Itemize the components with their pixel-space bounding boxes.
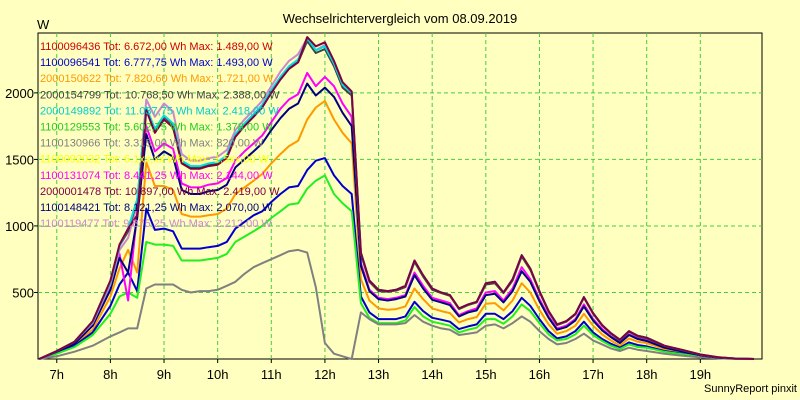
series-line-1100130966 xyxy=(38,248,755,360)
series-line-1100096541 xyxy=(38,157,755,360)
x-tick-label: 7h xyxy=(50,367,64,382)
legend-entry: 1100092032 Tot: 6.1xx,xx Wh Max: 1.5xx,0… xyxy=(40,154,269,166)
footer-credit: SunnyReport pinxit xyxy=(704,383,797,395)
legend-entry: 2000150622 Tot: 7.820,60 Wh Max: 1.721,0… xyxy=(40,73,274,85)
legend-entry: 1100129553 Tot: 5.602,75 Wh Max: 1.378,0… xyxy=(40,122,273,134)
x-tick-label: 13h xyxy=(368,367,390,382)
series-line-1100129553 xyxy=(38,174,755,360)
x-tick-label: 17h xyxy=(582,367,604,382)
y-tick-label: 2000 xyxy=(5,86,34,101)
x-tick-label: 15h xyxy=(475,367,497,382)
plot-frame xyxy=(37,32,763,360)
series-line-2000001478 xyxy=(38,36,755,360)
x-tick-label: 19h xyxy=(689,367,711,382)
x-tick-label: 8h xyxy=(103,367,117,382)
legend-entry: 1100130966 Tot: 3.315,00 Wh Max: 820,00 … xyxy=(40,138,264,150)
series-line-1100119477 xyxy=(38,37,755,360)
legend-entry: 2000001478 Tot: 10.897,00 Wh Max: 2.419,… xyxy=(40,186,280,198)
y-tick-label: 1500 xyxy=(5,152,34,167)
series-line-1100148421 xyxy=(38,82,755,360)
x-tick-label: 10h xyxy=(207,367,229,382)
legend-entry: 1100096541 Tot: 6.777,75 Wh Max: 1.493,0… xyxy=(40,57,273,69)
legend-entry: 2000154799 Tot: 10.768,50 Wh Max: 2.388,… xyxy=(40,89,280,101)
legend-entry: 1100148421 Tot: 8.121,25 Wh Max: 2.070,0… xyxy=(40,202,273,214)
y-tick-label: 1000 xyxy=(5,219,34,234)
x-tick-label: 9h xyxy=(157,367,171,382)
legend-entry: 2000149892 Tot: 11.037,75 Wh Max: 2.418,… xyxy=(40,105,279,117)
legend-entry: 1100096436 Tot: 6.672,00 Wh Max: 1.489,0… xyxy=(40,41,273,53)
chart-title: Wechselrichtervergleich vom 08.09.2019 xyxy=(282,11,518,26)
x-tick-label: 18h xyxy=(636,367,658,382)
y-axis-unit-label: W xyxy=(37,17,50,32)
legend-entry: 1100131074 Tot: 8.441,25 Wh Max: 2.144,0… xyxy=(40,170,273,182)
y-tick-label: 500 xyxy=(12,285,34,300)
x-tick-label: 14h xyxy=(421,367,443,382)
x-tick-label: 12h xyxy=(314,367,336,382)
x-tick-label: 16h xyxy=(529,367,551,382)
series-line-1100096436 xyxy=(38,99,755,360)
series-line-2000149892 xyxy=(38,37,755,360)
x-tick-label: 11h xyxy=(261,367,282,382)
legend-entry: 1100119477 Tot: 9.875,25 Wh Max: 2.212,0… xyxy=(40,218,272,230)
